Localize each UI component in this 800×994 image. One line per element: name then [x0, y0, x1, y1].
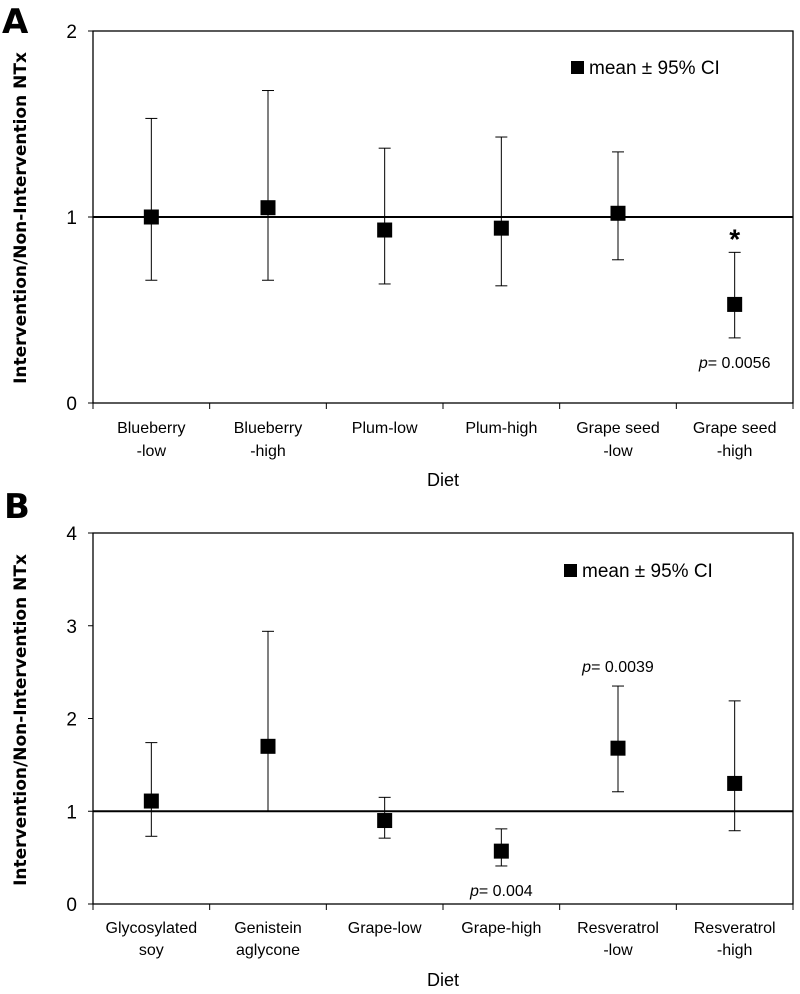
mean-marker	[727, 296, 743, 312]
y-tick-label: 1	[66, 802, 77, 823]
p-value: = 0.0039	[591, 659, 654, 676]
x-tick-label: Blueberry	[117, 420, 185, 437]
mean-marker	[493, 220, 509, 236]
p-value-annotation: p= 0.0039	[581, 659, 654, 676]
y-axis-title-a: Intervention/Non-Intervention NTx	[11, 52, 31, 384]
mean-marker	[143, 209, 159, 225]
p-label: p	[469, 883, 479, 900]
legend-marker-b	[564, 564, 577, 577]
x-tick-label: Genistein	[234, 920, 302, 937]
x-tick-label-line2: aglycone	[236, 942, 300, 959]
mean-marker	[610, 740, 626, 756]
mean-marker	[377, 813, 393, 829]
x-tick-label: Grape seed	[576, 420, 660, 437]
mean-marker	[727, 775, 743, 791]
annotations-a: p= 0.0056 *	[698, 223, 771, 372]
series-a	[143, 90, 743, 339]
x-tick-label: Plum-low	[352, 420, 418, 437]
legend-marker-a	[571, 61, 584, 74]
p-label: p	[698, 355, 708, 372]
y-tick-label: 1	[66, 208, 77, 229]
p-value: = 0.0056	[708, 355, 771, 372]
x-axis-title-a: Diet	[427, 470, 459, 490]
mean-marker	[493, 843, 509, 859]
panel-b: B Intervention/Non-Intervention NTx Diet…	[4, 487, 794, 990]
y-tick-label: 2	[66, 710, 77, 731]
x-tick-label: Grape seed	[693, 420, 777, 437]
plot-area-b	[92, 532, 794, 905]
y-tick-label: 2	[66, 22, 77, 43]
p-label: p	[581, 659, 591, 676]
mean-marker	[260, 200, 276, 216]
x-tick-label: Glycosylated	[106, 920, 198, 937]
p-value: = 0.004	[479, 883, 533, 900]
mean-marker	[610, 205, 626, 221]
panel-letter-a: A	[2, 2, 29, 42]
mean-marker	[377, 222, 393, 238]
y-tick-label: 4	[66, 524, 77, 545]
x-tick-label: Grape-high	[461, 920, 541, 937]
y-ticks-a: 0 1 2	[66, 22, 794, 415]
y-axis-title-b: Intervention/Non-Intervention NTx	[11, 554, 31, 886]
p-value-annotation: p= 0.004	[469, 883, 533, 900]
x-tick-label-line2: -low	[603, 443, 633, 460]
x-tick-label-line2: -low	[137, 443, 167, 460]
y-tick-label: 0	[66, 895, 77, 916]
legend-label-b: mean ± 95% CI	[582, 561, 713, 582]
x-tick-label-line2: -high	[717, 942, 753, 959]
y-tick-label: 3	[66, 617, 77, 638]
mean-marker	[143, 793, 159, 809]
y-tick-label: 0	[66, 394, 77, 415]
significance-star: *	[729, 223, 740, 254]
x-tick-label-line2: soy	[139, 942, 164, 959]
x-tick-label-line2: -high	[250, 443, 286, 460]
x-categories-a: Blueberry -low Blueberry -high Plum-low Plum-…	[117, 420, 776, 460]
x-tick-label-line2: -low	[603, 942, 633, 959]
panel-letter-b: B	[4, 487, 30, 527]
x-tick-label: Resveratrol	[577, 920, 659, 937]
series-b	[143, 630, 743, 867]
y-ticks-b: 0 1 2 3 4	[66, 524, 794, 916]
x-tick-label-line2: -high	[717, 443, 753, 460]
mean-marker	[260, 738, 276, 754]
x-tick-label: Blueberry	[234, 420, 302, 437]
p-value-annotation: p= 0.0056	[698, 355, 771, 372]
panel-a: A Intervention/Non-Intervention NTx Diet…	[2, 2, 794, 490]
x-tick-label: Resveratrol	[694, 920, 776, 937]
x-axis-title-b: Diet	[427, 970, 459, 990]
x-tick-label: Plum-high	[465, 420, 537, 437]
x-categories-b: Glycosylated soy Genistein aglycone Grape-lo…	[106, 920, 776, 959]
x-tick-label: Grape-low	[348, 920, 422, 937]
legend-label-a: mean ± 95% CI	[589, 58, 720, 79]
